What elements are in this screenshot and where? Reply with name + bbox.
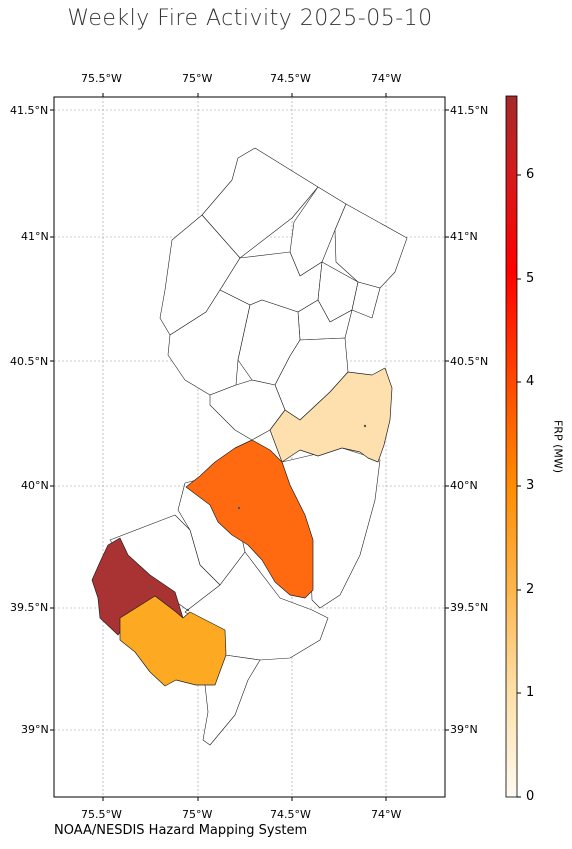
colorbar-tick: 2 bbox=[526, 582, 535, 597]
colorbar-tick: 3 bbox=[526, 478, 535, 493]
county-monmouth bbox=[269, 367, 393, 463]
county-cumberland bbox=[119, 595, 227, 687]
county-outlines bbox=[109, 147, 408, 746]
lon-tick-bottom: 75°W bbox=[182, 808, 213, 821]
lat-tick-right: 41°N bbox=[450, 230, 478, 243]
fire-point bbox=[186, 608, 190, 612]
lon-tick-top: 74.5°W bbox=[270, 72, 311, 85]
lat-tick-right: 40°N bbox=[450, 479, 478, 492]
lat-tick-left: 39.5°N bbox=[10, 601, 49, 614]
lat-tick-right: 39°N bbox=[450, 723, 478, 736]
fire-point bbox=[363, 424, 367, 428]
colorbar-tick: 4 bbox=[526, 374, 535, 389]
county-hunterdon bbox=[167, 289, 251, 396]
county-hudson bbox=[351, 281, 381, 319]
lon-tick-top: 75°W bbox=[182, 72, 213, 85]
fire-counties bbox=[91, 367, 393, 687]
lat-tick-right: 41.5°N bbox=[450, 104, 489, 117]
lon-tick-top: 75.5°W bbox=[81, 72, 122, 85]
lon-tick-bottom: 75.5°W bbox=[81, 808, 122, 821]
lat-tick-left: 41.5°N bbox=[10, 104, 49, 117]
lat-tick-left: 40°N bbox=[21, 479, 49, 492]
lon-tick-bottom: 74°W bbox=[371, 808, 402, 821]
lat-tick-left: 40.5°N bbox=[10, 355, 49, 368]
lon-tick-top: 74°W bbox=[371, 72, 402, 85]
colorbar-tick: 5 bbox=[526, 271, 535, 286]
lon-tick-bottom: 74.5°W bbox=[270, 808, 311, 821]
colorbar-ticks bbox=[517, 174, 521, 798]
county-burlington bbox=[185, 439, 314, 599]
fire-detections bbox=[148, 424, 367, 612]
map-title: Weekly Fire Activity 2025-05-10 bbox=[67, 6, 433, 31]
colorbar-tick: 6 bbox=[526, 167, 535, 182]
colorbar-label: FRP (MW) bbox=[551, 419, 565, 474]
fire-point bbox=[237, 506, 241, 510]
colorbar-tick: 0 bbox=[526, 789, 535, 804]
fire-point bbox=[148, 585, 152, 589]
colorbar-tick: 1 bbox=[526, 685, 535, 700]
lat-tick-right: 40.5°N bbox=[450, 355, 489, 368]
credit-text: NOAA/NESDIS Hazard Mapping System bbox=[54, 823, 308, 838]
frame-ticks bbox=[50, 93, 449, 801]
lat-tick-left: 41°N bbox=[21, 230, 49, 243]
lat-tick-left: 39°N bbox=[21, 723, 49, 736]
lat-tick-right: 39.5°N bbox=[450, 601, 489, 614]
colorbar bbox=[505, 95, 518, 798]
